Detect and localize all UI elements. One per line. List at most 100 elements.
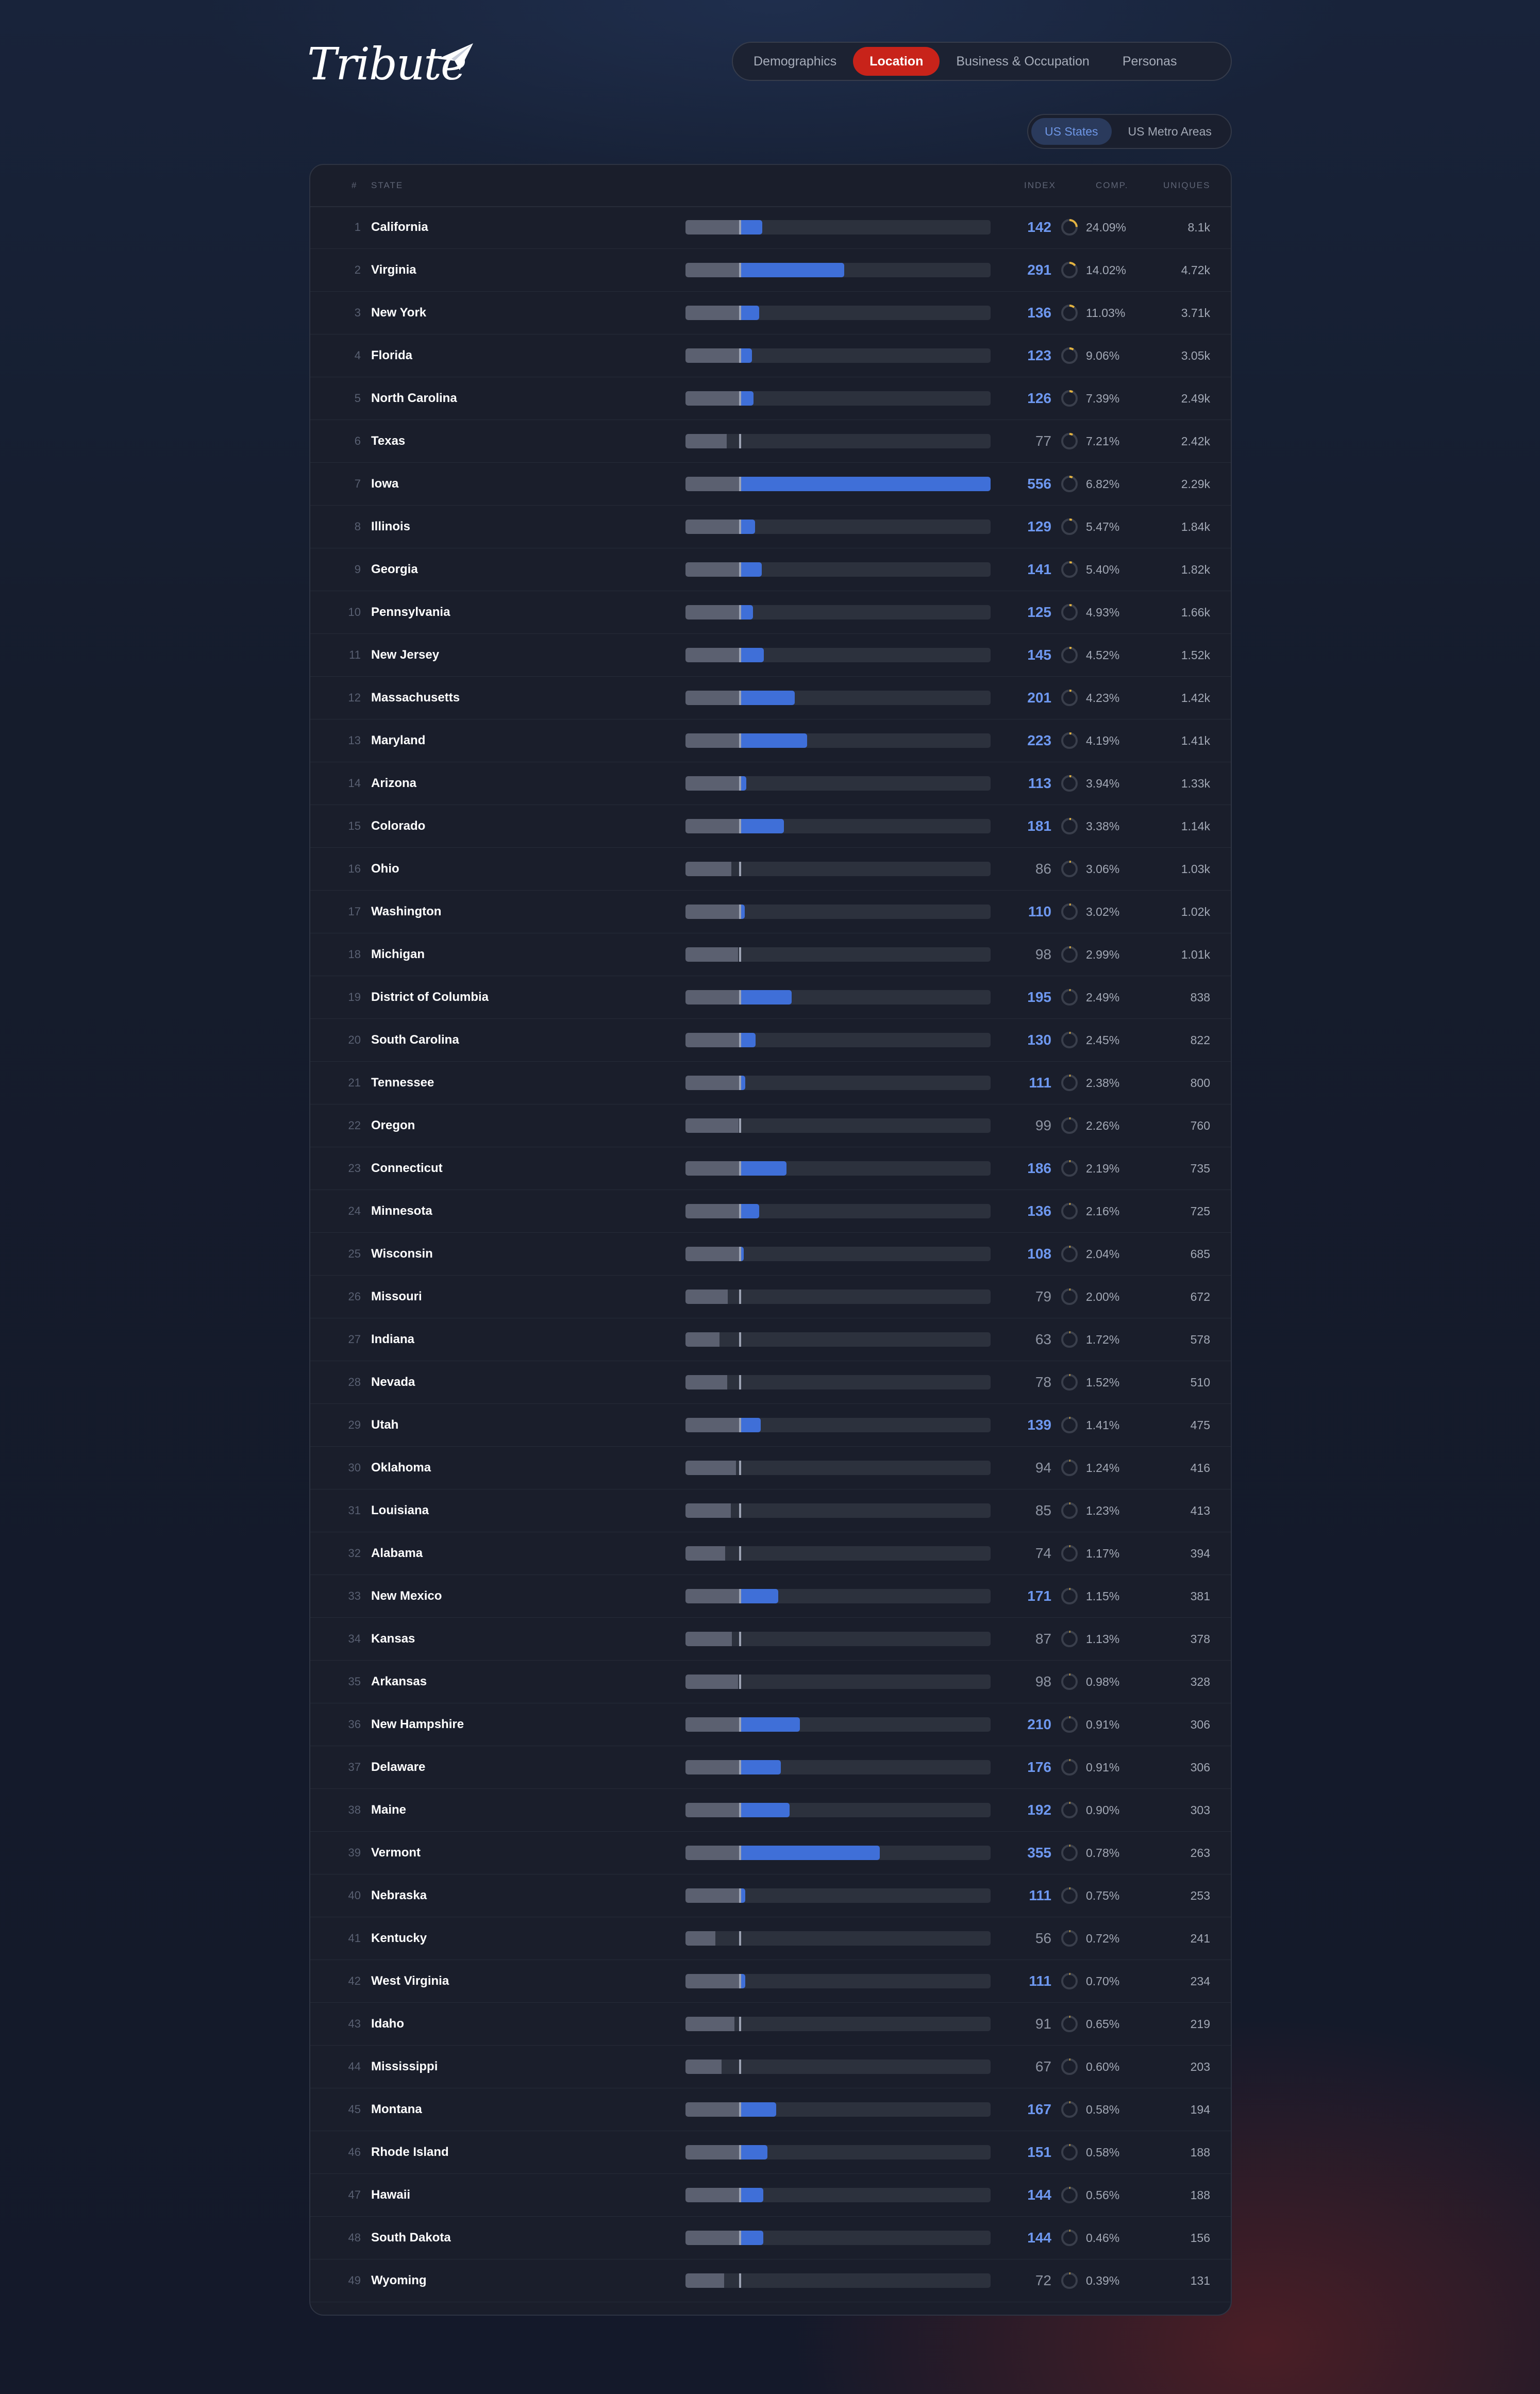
table-row[interactable]: 39 Vermont 355 0.78% 263 (310, 1832, 1231, 1874)
row-uniques-value: 1.02k (1181, 905, 1210, 918)
table-row[interactable]: 23 Connecticut 186 2.19% 735 (310, 1147, 1231, 1190)
table-row[interactable]: 13 Maryland 223 4.19% 1.41k (310, 719, 1231, 762)
table-row[interactable]: 4 Florida 123 9.06% 3.05k (310, 334, 1231, 377)
table-row[interactable]: 36 New Hampshire 210 0.91% 306 (310, 1703, 1231, 1746)
table-row[interactable]: 10 Pennsylvania 125 4.93% 1.66k (310, 591, 1231, 634)
table-row[interactable]: 19 District of Columbia 195 2.49% 838 (310, 976, 1231, 1019)
row-uniques-value: 234 (1190, 1974, 1210, 1988)
row-comp-value: 0.75% (1086, 1889, 1120, 1902)
table-row[interactable]: 48 South Dakota 144 0.46% 156 (310, 2217, 1231, 2259)
table-row[interactable]: 38 Maine 192 0.90% 303 (310, 1789, 1231, 1832)
header-index[interactable]: INDEX (1024, 180, 1056, 190)
table-row[interactable]: 34 Kansas 87 1.13% 378 (310, 1618, 1231, 1661)
row-state-name: District of Columbia (371, 990, 489, 1004)
tab-personas[interactable]: Personas (1122, 54, 1177, 69)
header-comp[interactable]: COMP. (1096, 180, 1129, 190)
table-row[interactable]: 11 New Jersey 145 4.52% 1.52k (310, 634, 1231, 677)
table-row[interactable]: 5 North Carolina 126 7.39% 2.49k (310, 377, 1231, 420)
table-row[interactable]: 14 Arizona 113 3.94% 1.33k (310, 762, 1231, 805)
tab-demographics[interactable]: Demographics (754, 54, 837, 69)
index-bar (685, 477, 991, 491)
index-baseline-marker (739, 477, 741, 491)
table-row[interactable]: 47 Hawaii 144 0.56% 188 (310, 2174, 1231, 2217)
index-bar (685, 1803, 991, 1817)
table-row[interactable]: 26 Missouri 79 2.00% 672 (310, 1276, 1231, 1318)
row-index-value: 78 (1035, 1374, 1051, 1390)
row-index-value: 139 (1027, 1417, 1051, 1433)
table-row[interactable]: 27 Indiana 63 1.72% 578 (310, 1318, 1231, 1361)
table-row[interactable]: 9 Georgia 141 5.40% 1.82k (310, 548, 1231, 591)
row-uniques-value: 578 (1190, 1333, 1210, 1346)
comp-ring-icon (1061, 433, 1078, 449)
row-rank: 17 (348, 905, 361, 918)
table-row[interactable]: 44 Mississippi 67 0.60% 203 (310, 2046, 1231, 2088)
table-row[interactable]: 29 Utah 139 1.41% 475 (310, 1404, 1231, 1447)
row-index-value: 91 (1035, 2016, 1051, 2032)
comp-ring-icon (1061, 903, 1078, 920)
table-row[interactable]: 6 Texas 77 7.21% 2.42k (310, 420, 1231, 463)
tab-location[interactable]: Location (853, 47, 940, 76)
row-uniques-value: 253 (1190, 1889, 1210, 1902)
table-row[interactable]: 28 Nevada 78 1.52% 510 (310, 1361, 1231, 1404)
table-row[interactable]: 24 Minnesota 136 2.16% 725 (310, 1190, 1231, 1233)
table-row[interactable]: 2 Virginia 291 14.02% 4.72k (310, 249, 1231, 292)
table-body: 1 California 142 24.09% 8.1k 2 Virginia 291 14.0… (310, 206, 1231, 2315)
table-row[interactable]: 45 Montana 167 0.58% 194 (310, 2088, 1231, 2131)
tab-us-states[interactable]: US States (1031, 118, 1112, 145)
comp-ring-icon (1061, 1545, 1078, 1562)
row-comp-value: 0.65% (1086, 2017, 1120, 2031)
row-index-value: 99 (1035, 1117, 1051, 1133)
table-row[interactable]: 40 Nebraska 111 0.75% 253 (310, 1874, 1231, 1917)
index-bar (685, 862, 991, 876)
tab-us-metro-areas[interactable]: US Metro Areas (1128, 125, 1212, 138)
header-uniques[interactable]: UNIQUES (1163, 180, 1211, 190)
row-rank: 16 (348, 862, 361, 875)
tab-business-occupation[interactable]: Business & Occupation (956, 54, 1090, 69)
table-row[interactable]: 8 Illinois 129 5.47% 1.84k (310, 506, 1231, 548)
tribute-logo[interactable]: Tribute (307, 36, 477, 93)
index-bar (685, 1546, 991, 1561)
header-state[interactable]: STATE (371, 180, 404, 190)
table-row[interactable]: 41 Kentucky 56 0.72% 241 (310, 1917, 1231, 1960)
table-row[interactable]: 3 New York 136 11.03% 3.71k (310, 292, 1231, 334)
comp-ring-icon (1061, 1502, 1078, 1519)
row-comp-value: 4.19% (1086, 734, 1120, 747)
row-uniques-value: 2.49k (1181, 392, 1210, 405)
table-row[interactable]: 37 Delaware 176 0.91% 306 (310, 1746, 1231, 1789)
table-row[interactable]: 12 Massachusetts 201 4.23% 1.42k (310, 677, 1231, 719)
row-comp-value: 2.45% (1086, 1033, 1120, 1047)
table-row[interactable]: 32 Alabama 74 1.17% 394 (310, 1532, 1231, 1575)
table-row[interactable]: 16 Ohio 86 3.06% 1.03k (310, 848, 1231, 891)
index-bar-base (685, 1290, 728, 1304)
table-row[interactable]: 49 Wyoming 72 0.39% 131 (310, 2259, 1231, 2302)
table-row[interactable]: 21 Tennessee 111 2.38% 800 (310, 1062, 1231, 1104)
row-index-value: 110 (1028, 903, 1051, 919)
table-row[interactable]: 30 Oklahoma 94 1.24% 416 (310, 1447, 1231, 1489)
row-state-name: Florida (371, 348, 413, 362)
index-bar-over (739, 1974, 745, 1988)
table-row[interactable]: 42 West Virginia 111 0.70% 234 (310, 1960, 1231, 2003)
index-bar-over (739, 306, 759, 320)
table-row[interactable]: 18 Michigan 98 2.99% 1.01k (310, 933, 1231, 976)
row-rank: 9 (354, 563, 361, 576)
index-bar-base (685, 1033, 739, 1047)
table-row[interactable]: 22 Oregon 99 2.26% 760 (310, 1104, 1231, 1147)
table-row[interactable]: 46 Rhode Island 151 0.58% 188 (310, 2131, 1231, 2174)
index-bar-base (685, 2017, 734, 2031)
table-row[interactable]: 35 Arkansas 98 0.98% 328 (310, 1661, 1231, 1703)
comp-ring-icon (1061, 1160, 1078, 1177)
comp-ring-icon (1061, 518, 1078, 535)
table-row[interactable]: 17 Washington 110 3.02% 1.02k (310, 891, 1231, 933)
table-row[interactable]: 20 South Carolina 130 2.45% 822 (310, 1019, 1231, 1062)
row-comp-value: 0.56% (1086, 2188, 1120, 2202)
table-row[interactable]: 7 Iowa 556 6.82% 2.29k (310, 463, 1231, 506)
table-row[interactable]: 1 California 142 24.09% 8.1k (310, 206, 1231, 249)
table-row[interactable]: 25 Wisconsin 108 2.04% 685 (310, 1233, 1231, 1276)
table-row[interactable]: 50 North Dakota 127 0.36% 122 (310, 2302, 1231, 2315)
table-row[interactable]: 43 Idaho 91 0.65% 219 (310, 2003, 1231, 2046)
table-row[interactable]: 15 Colorado 181 3.38% 1.14k (310, 805, 1231, 848)
table-row[interactable]: 31 Louisiana 85 1.23% 413 (310, 1489, 1231, 1532)
row-state-name: New Hampshire (371, 1717, 464, 1731)
row-state-name: Rhode Island (371, 2145, 449, 2159)
table-row[interactable]: 33 New Mexico 171 1.15% 381 (310, 1575, 1231, 1618)
